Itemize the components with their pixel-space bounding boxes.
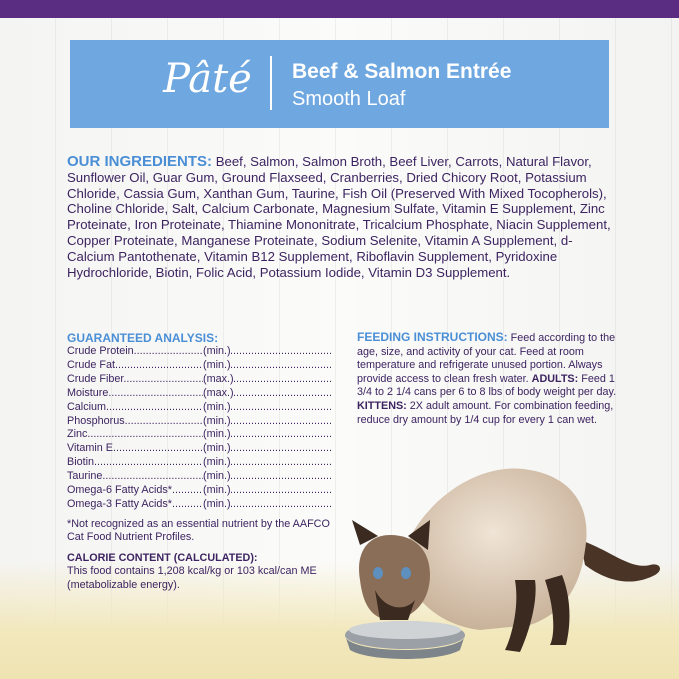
nutrient-qualifier: (min.) bbox=[203, 442, 231, 455]
ingredients-heading: OUR INGREDIENTS: bbox=[67, 153, 213, 170]
adults-text: Feed 1 3/4 to 2 1/4 cans per 6 to 8 lbs … bbox=[357, 372, 617, 399]
nutrient-name: Crude Fiber bbox=[67, 373, 203, 387]
nutrient-name: Zinc bbox=[67, 428, 203, 442]
analysis-row: Crude Fat(min.)7.0% bbox=[67, 359, 332, 373]
analysis-row: Omega-6 Fatty Acids*(min.)0.5% bbox=[67, 484, 332, 498]
nutrient-value: 0.02 mg/kg bbox=[231, 456, 332, 470]
nutrient-name: Crude Fat bbox=[67, 359, 203, 373]
nutrient-name: Biotin bbox=[67, 456, 203, 470]
feeding-heading: FEEDING INSTRUCTIONS: bbox=[357, 330, 508, 344]
nutrient-value: 1.0% bbox=[234, 373, 332, 387]
top-bar bbox=[0, 0, 679, 18]
analysis-row: Vitamin E(min.)50 IU/kg bbox=[67, 442, 332, 456]
siamese-cat-eating-image bbox=[345, 468, 661, 659]
product-subtitle: Smooth Loaf bbox=[292, 88, 406, 110]
nutrient-value: 0.1% bbox=[231, 470, 332, 484]
analysis-row: Omega-3 Fatty Acids*(min.)0.08% bbox=[67, 498, 332, 512]
ingredients-text: Beef, Salmon, Salmon Broth, Beef Liver, … bbox=[67, 154, 611, 280]
nutrient-value: 0.25% bbox=[231, 415, 332, 429]
banner-divider bbox=[270, 56, 272, 110]
analysis-row: Taurine(min.)0.1% bbox=[67, 470, 332, 484]
product-banner: Pâté Beef & Salmon Entrée Smooth Loaf bbox=[70, 40, 609, 128]
nutrient-name: Phosphorus bbox=[67, 415, 203, 429]
nutrient-value: 25 mg/kg bbox=[231, 428, 332, 442]
nutrient-name: Omega-3 Fatty Acids* bbox=[67, 498, 203, 512]
analysis-row: Crude Protein(min.)10.0% bbox=[67, 345, 332, 359]
analysis-footnote: *Not recognized as an essential nutrient… bbox=[67, 517, 330, 544]
kittens-text: 2X adult amount. For combination feeding… bbox=[357, 399, 614, 426]
nutrient-value: 0.5% bbox=[231, 484, 332, 498]
nutrient-name: Omega-6 Fatty Acids* bbox=[67, 484, 203, 498]
feeding-text: Feed according to the age, size, and act… bbox=[357, 332, 616, 385]
nutrient-name: Vitamin E bbox=[67, 442, 203, 456]
analysis-row: Biotin(min.)0.02 mg/kg bbox=[67, 456, 332, 470]
analysis-row: Moisture(max.)78.0% bbox=[67, 387, 332, 401]
nutrient-qualifier: (min.) bbox=[203, 497, 231, 510]
analysis-heading: GUARANTEED ANALYSIS: bbox=[67, 331, 219, 345]
nutrient-qualifier: (min.) bbox=[203, 456, 231, 469]
kittens-label: KITTENS: bbox=[357, 399, 407, 412]
style-label: Pâté bbox=[163, 56, 252, 102]
nutrient-qualifier: (min.) bbox=[203, 484, 231, 497]
analysis-row: Zinc(min.)25 mg/kg bbox=[67, 428, 332, 442]
nutrient-name: Calcium bbox=[67, 401, 203, 415]
analysis-row: Phosphorus(min.)0.25% bbox=[67, 415, 332, 429]
nutrient-value: 78.0% bbox=[234, 387, 332, 401]
analysis-row: Crude Fiber(max.)1.0% bbox=[67, 373, 332, 387]
nutrient-qualifier: (min.) bbox=[203, 470, 231, 483]
calorie-heading: CALORIE CONTENT (CALCULATED): bbox=[67, 551, 258, 564]
nutrient-qualifier: (min.) bbox=[203, 358, 231, 371]
guaranteed-analysis: GUARANTEED ANALYSIS: Crude Protein(min.)… bbox=[67, 331, 332, 592]
calorie-text: This food contains 1,208 kcal/kg or 103 … bbox=[67, 565, 317, 591]
product-title: Beef & Salmon Entrée bbox=[292, 60, 512, 83]
nutrient-name: Crude Protein bbox=[67, 345, 203, 359]
nutrient-qualifier: (max.) bbox=[203, 372, 234, 385]
nutrient-qualifier: (min.) bbox=[203, 345, 231, 357]
nutrient-qualifier: (min.) bbox=[203, 400, 231, 413]
nutrient-value: 0.08% bbox=[231, 498, 332, 512]
nutrient-name: Moisture bbox=[67, 387, 203, 401]
analysis-row: Calcium(min.)0.3% bbox=[67, 401, 332, 415]
nutrient-value: 0.3% bbox=[231, 401, 332, 415]
nutrient-qualifier: (min.) bbox=[203, 428, 231, 441]
ingredients-section: OUR INGREDIENTS: Beef, Salmon, Salmon Br… bbox=[67, 154, 612, 280]
nutrient-name: Taurine bbox=[67, 470, 203, 484]
nutrient-qualifier: (max.) bbox=[203, 386, 234, 399]
feeding-instructions: FEEDING INSTRUCTIONS: Feed according to … bbox=[357, 330, 622, 427]
adults-label: ADULTS: bbox=[531, 372, 579, 385]
nutrient-qualifier: (min.) bbox=[203, 414, 231, 427]
nutrient-value: 7.0% bbox=[231, 359, 332, 373]
nutrient-value: 50 IU/kg bbox=[231, 442, 332, 456]
nutrient-value: 10.0% bbox=[231, 345, 332, 359]
